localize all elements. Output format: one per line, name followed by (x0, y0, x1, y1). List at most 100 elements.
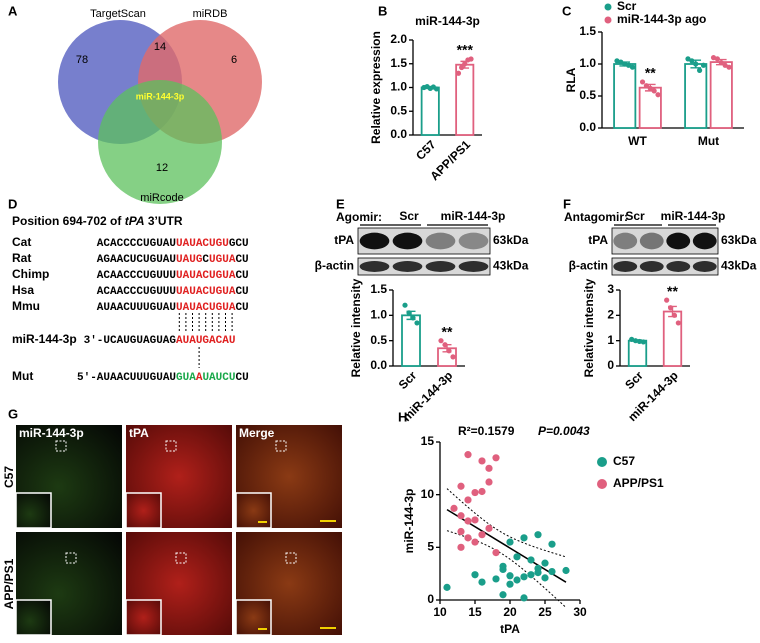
data-point (513, 553, 521, 561)
sequence-segment: AGAACUCUGUAU (97, 254, 176, 266)
data-point (618, 59, 624, 65)
channel-label: miR-144-3p (19, 426, 84, 440)
sequence: 3'-UCAUGUAGUAGAUAUGACAU (84, 335, 236, 347)
y-tick-label: 0 (607, 358, 614, 372)
data-point (726, 64, 732, 70)
data-point (541, 559, 549, 567)
row-label: APP/PS1 (2, 558, 16, 609)
y-tick-label: 1.0 (579, 56, 596, 70)
x-tick-label: Mut (698, 134, 719, 148)
legend-marker (604, 16, 612, 24)
data-point (499, 565, 507, 574)
bar (613, 63, 637, 129)
group-label: miR-144-3p (441, 209, 506, 223)
venn-set-label: TargetScan (90, 8, 146, 20)
blot-strip (611, 257, 719, 276)
blot-band (458, 232, 489, 250)
data-point (457, 543, 465, 551)
bar (662, 310, 683, 367)
data-point (625, 62, 632, 68)
size-label: 63kDa (493, 233, 529, 247)
panel-label: E (336, 196, 345, 211)
data-point (433, 86, 440, 92)
annotation: R²=0.1579 (458, 424, 515, 438)
significance: ** (667, 283, 678, 299)
venn-count: 78 (76, 54, 88, 66)
significance: ** (442, 323, 453, 339)
y-tick-label: 5 (427, 540, 434, 554)
sequence-segment: ACAACCCUGUUU (97, 270, 176, 282)
species-name: Rat (12, 251, 31, 265)
sequence-segment: UAUACUGUA (176, 302, 236, 314)
y-tick-label: 2 (607, 308, 614, 322)
sequence-segment: AUAACUUUGUAU (97, 302, 176, 314)
blot-band (613, 261, 638, 272)
sequence-segment: GUA (176, 372, 196, 384)
panel-label: B (378, 3, 387, 18)
inset (125, 492, 162, 529)
data-point (478, 578, 486, 586)
roi-box (175, 552, 187, 564)
blot-band (425, 232, 456, 250)
bar (420, 86, 440, 136)
legend-label: C57 (613, 454, 635, 468)
chart-title: miR-144-3p (415, 14, 480, 28)
group-label: Scr (625, 209, 645, 223)
data-point (414, 320, 420, 326)
data-point (655, 92, 661, 98)
data-point (718, 60, 724, 66)
group-label: Scr (399, 209, 419, 223)
data-point (478, 487, 486, 496)
data-point (667, 305, 674, 311)
sequence-segment: UAUG (176, 254, 203, 266)
data-point (513, 576, 521, 584)
blot-band (359, 261, 390, 272)
channel-label: Merge (239, 426, 275, 440)
size-label: 43kDa (493, 259, 529, 273)
data-point (402, 302, 408, 308)
data-point (492, 575, 500, 583)
y-tick-label: 0.5 (579, 88, 596, 102)
sequence: AGAACUCUGUAUUAUGCUGUACU (97, 254, 249, 266)
alignment-title: Position 694-702 of tPA 3’UTR (12, 214, 183, 228)
sequence-segment: GCU (229, 238, 249, 250)
sequence-segment: 3'-UCAUGUAGUAG (84, 335, 177, 347)
sequence-segment: CU (235, 372, 248, 384)
data-point (664, 297, 670, 303)
sequence: AUAACUUUGUAUUAUACUGUACU (97, 302, 249, 314)
data-point (714, 56, 721, 62)
data-point (506, 572, 514, 580)
panel-label: F (563, 196, 571, 211)
y-tick-label: 0.0 (390, 127, 407, 141)
y-tick-label: 0.5 (370, 333, 387, 347)
sequence-segment: CU (235, 270, 248, 282)
data-point (485, 478, 493, 486)
x-tick-label: WT (628, 134, 647, 148)
x-tick-label: 30 (573, 605, 587, 619)
data-point (438, 338, 444, 344)
panel-label: A (8, 3, 18, 18)
data-point (520, 594, 528, 602)
data-point (464, 451, 472, 459)
species-name: miR-144-3p (12, 332, 77, 346)
data-point (722, 62, 728, 68)
y-axis-label: Relative expression (369, 31, 383, 144)
data-point (462, 61, 468, 67)
roi-box (275, 440, 287, 452)
data-point (548, 567, 556, 576)
venn-set-label: miRDB (193, 8, 228, 20)
data-point (562, 566, 570, 575)
y-tick-label: 1.5 (370, 282, 387, 296)
legend-marker (597, 479, 607, 489)
title-part: Position 694-702 of (12, 214, 125, 228)
legend-label: APP/PS1 (613, 476, 664, 490)
protein-label: tPA (334, 233, 354, 247)
y-tick-label: 0 (427, 592, 434, 606)
y-tick-label: 3 (607, 282, 614, 296)
x-tick-label: C57 (413, 137, 439, 163)
panel-label: H (398, 409, 407, 424)
venn-set (98, 80, 222, 204)
data-point (471, 516, 479, 524)
y-axis-label: Relative intensity (349, 278, 363, 377)
blot-band (392, 261, 423, 272)
